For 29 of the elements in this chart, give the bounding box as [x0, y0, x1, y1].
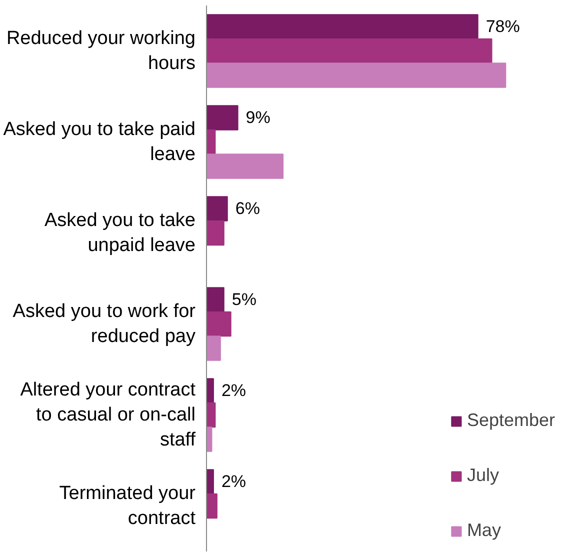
- bar: [206, 378, 214, 404]
- data-label: 78%: [486, 17, 520, 36]
- y-tick-label: Asked you to work for reduced pay: [12, 300, 196, 348]
- data-label: 6%: [235, 199, 260, 218]
- legend-label: July: [466, 465, 499, 486]
- y-tick-label: Reduced your working hours: [6, 28, 196, 74]
- bar: [206, 493, 218, 519]
- bar: [206, 38, 492, 64]
- bar: [206, 196, 228, 222]
- bar: [206, 62, 506, 88]
- bar: [206, 154, 284, 179]
- bar: [206, 311, 232, 337]
- data-label: 9%: [246, 108, 270, 128]
- y-tick-label: Terminated your contract: [59, 482, 196, 530]
- legend-label: May: [466, 520, 501, 541]
- bar: [206, 287, 224, 312]
- bar: [206, 469, 214, 494]
- bar: [206, 336, 221, 361]
- y-tick-label: Asked you to take unpaid leave: [44, 210, 196, 256]
- bar: [206, 105, 238, 130]
- legend-label: September: [466, 410, 555, 431]
- data-label: 2%: [221, 472, 246, 492]
- bar: [206, 220, 224, 246]
- data-label: 2%: [221, 381, 246, 400]
- bar: [206, 402, 216, 428]
- data-label: 5%: [232, 290, 256, 310]
- y-tick-label: Asked you to take paid leave: [3, 118, 196, 166]
- y-tick-label: Altered your contract to casual or on-call staff: [20, 379, 196, 451]
- bar: [206, 14, 478, 40]
